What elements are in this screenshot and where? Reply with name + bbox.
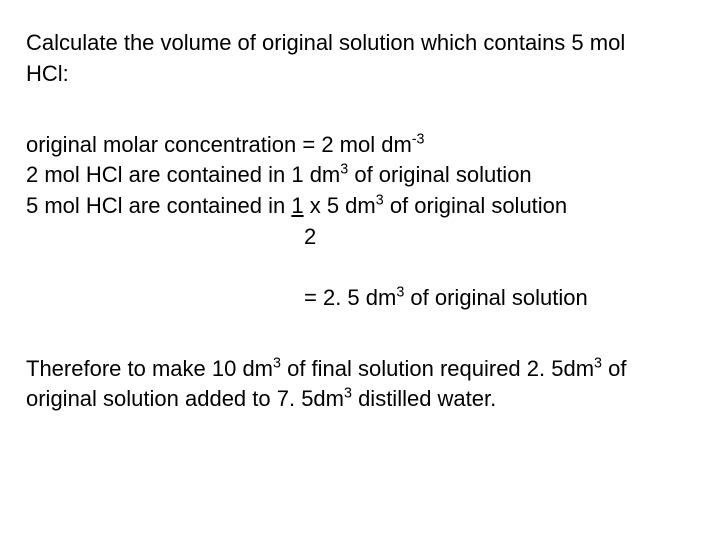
contain-5mol-c: of original solution [384,193,567,218]
conc-line-text: original molar concentration = 2 mol dm [26,132,412,157]
contain-2mol-b: of original solution [348,162,531,187]
conclusion-sup1: 3 [273,355,281,371]
prompt-line-2: HCl: [26,61,69,86]
document-page: Calculate the volume of original solutio… [0,0,720,540]
conclusion-2b: distilled water. [352,386,496,411]
contain-5mol-b: x 5 dm [304,193,376,218]
prompt-paragraph: Calculate the volume of original solutio… [26,28,694,90]
result-b: of original solution [404,285,587,310]
conclusion-1c: of [602,356,626,381]
spacer-2 [26,253,694,283]
result-indent [26,285,304,310]
conclusion-paragraph: Therefore to make 10 dm3 of final soluti… [26,354,694,416]
conclusion-1b: of final solution required 2. 5dm [281,356,594,381]
spacer-3 [26,314,694,354]
prompt-line-1: Calculate the volume of original solutio… [26,30,625,55]
contain-5mol-a: 5 mol HCl are contained in [26,193,291,218]
conclusion-sup3: 3 [344,386,352,402]
conclusion-2a: original solution added to 7. 5dm [26,386,344,411]
contain-2mol-a: 2 mol HCl are contained in 1 dm [26,162,340,187]
contain-5mol-sup: 3 [376,193,384,209]
conclusion-sup2: 3 [594,355,602,371]
fraction-denominator: 2 [26,224,316,249]
working-paragraph: original molar concentration = 2 mol dm-… [26,130,694,253]
result-line: = 2. 5 dm3 of original solution [26,283,694,314]
fraction-numerator: 1 [291,193,303,218]
spacer [26,90,694,130]
result-a: = 2. 5 dm [304,285,396,310]
conc-exponent: -3 [412,131,425,147]
conclusion-1a: Therefore to make 10 dm [26,356,273,381]
